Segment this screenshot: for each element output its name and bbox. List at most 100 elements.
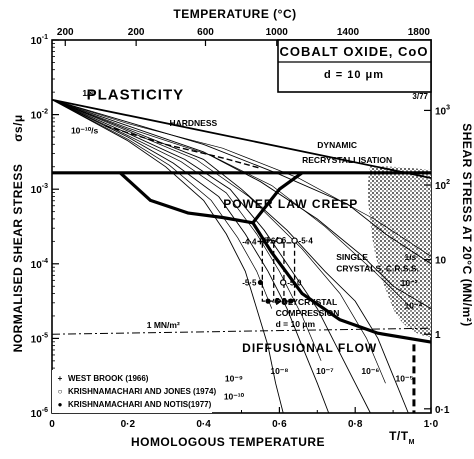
x-tick-label-1: 0·2 (121, 419, 136, 430)
annotation-5: SINGLE (336, 252, 368, 262)
title-box (277, 39, 432, 93)
legend-box (52, 370, 212, 413)
x-top-tick-label-0: 200 (57, 27, 74, 38)
tick-marks (51, 39, 432, 414)
y-right-tick-label-0: 103 (435, 104, 450, 117)
data-point-label-5: -6·0 (272, 297, 287, 306)
y-tick-label-2: 10-3 (31, 183, 48, 196)
legend-symbol-1: ○ (58, 387, 63, 396)
data-point-westbrook-0 (257, 238, 264, 245)
legend-label-2: KRISHNAMACHARI AND NOTIS(1977) (68, 400, 212, 409)
y-tick-label-1: 10-2 (31, 109, 48, 122)
annotation-8: COMPRESSION (276, 308, 340, 318)
y-tick-label-0: 10-1 (31, 34, 48, 47)
annotation-6: CRYSTALS, C.R.S.S. (336, 263, 419, 273)
chart-title: COBALT OXIDE, CoO (280, 44, 429, 59)
x-top-tick-label-1: 200 (128, 27, 145, 38)
region-label-2: DIFFUSIONAL FLOW (242, 341, 377, 355)
region-label-0: PLASTICITY (87, 87, 185, 104)
data-point-jones-3 (291, 237, 298, 244)
annotation-2: 10⁻¹⁰/s (71, 125, 99, 135)
x-top-tick-label-4: 1400 (337, 27, 360, 38)
x-tick-label-0: 0 (49, 419, 55, 430)
chart-annotations: PLASTICITY POWER LAW CREEP DIFFUSIONAL FLO… (71, 87, 423, 402)
y-axis-left-title: NORMALISED SHEAR STRESS (11, 164, 25, 353)
annotation-4: RECRYSTALLISATION (302, 155, 392, 165)
region-label-1: POWER LAW CREEP (223, 197, 358, 211)
extra-contour-1 (51, 99, 413, 309)
plasticity-powerlaw-boundary (119, 171, 304, 225)
data-point-label-0: -4·4 (242, 237, 257, 246)
x-top-tick-label-3: 1000 (266, 27, 289, 38)
x-axis-ratio: T/TM (389, 429, 415, 446)
powerlaw-diffusional-boundary (251, 221, 432, 344)
x-top-tick-label-5: 1800 (408, 27, 431, 38)
y-right-tick-label-2: 10 (435, 256, 447, 267)
stippled-zone (368, 166, 431, 337)
y-tick-label-3: 10-4 (31, 258, 48, 271)
x-tick-label-4: 0·8 (348, 419, 363, 430)
data-point-label-6: -5·8 (273, 297, 288, 306)
x-axis-top-title: TEMPERATURE (°C) (173, 7, 296, 21)
legend: + WEST BROOK (1966) ○ KRISHNAMACHARI AND JO… (58, 374, 217, 409)
annotation-1: 1/s (82, 88, 94, 98)
diffusional-rate-label-4: 10⁻⁵ (396, 374, 414, 384)
diffusional-rate-label-0: 10⁻⁹ (225, 374, 243, 384)
extra-contour-3 (51, 99, 322, 361)
diffusional-rate-label-3: 10⁻⁶ (361, 366, 379, 376)
y-axis-right-title: SHEAR STRESS AT 20°C (MN/m²) (460, 123, 474, 326)
legend-symbol-0: + (58, 374, 63, 383)
legend-symbol-2: ● (58, 400, 63, 409)
data-point-westbrook-1 (265, 236, 272, 243)
right-rate-label-2: 10⁻⁴ (404, 301, 422, 311)
data-point-label-3: -5·4 (299, 237, 314, 246)
x-top-tick-label-2: 600 (197, 27, 214, 38)
one-mn-label: 1 MN/m² (147, 320, 180, 330)
x-tick-label-5: 1·0 (424, 419, 439, 430)
annotation-3: DYNAMIC (317, 140, 357, 150)
hardness-line (104, 125, 261, 169)
extra-contour-2 (51, 99, 386, 384)
extra-contour-0 (51, 99, 432, 257)
diffusional-rate-label-1: 10⁻⁸ (270, 366, 288, 376)
right-rate-label-0: 1/s (404, 252, 416, 262)
strain-rate-contour-4 (51, 99, 330, 414)
data-point-jones-7 (279, 279, 287, 286)
annotation-0: HARDNESS (169, 118, 217, 128)
chart-subtitle: d = 10 μm (324, 69, 384, 81)
x-axis-ratio-sub: M (409, 439, 415, 446)
diffusional-rate-label-2: 10⁻⁷ (316, 366, 334, 376)
x-tick-label-3: 0·6 (272, 419, 287, 430)
data-point-label-2: -5·6 (261, 237, 276, 246)
legend-label-1: KRISHNAMACHARI AND JONES (1974) (68, 387, 217, 396)
extra-contour-4 (51, 99, 273, 309)
plasticity-boundary (51, 98, 432, 179)
data-point-notis-6 (288, 298, 294, 304)
x-axis-title: HOMOLOGOUS TEMPERATURE (131, 435, 325, 449)
diffusional-rate-label-5: 10⁻¹⁰ (224, 392, 245, 402)
y-tick-label-4: 10-5 (31, 332, 48, 345)
y-right-tick-label-3: 1 (435, 330, 441, 341)
figure-code: 3/77 (412, 92, 428, 101)
data-point-label-4: -5·5 (242, 278, 257, 287)
legend-label-0: WEST BROOK (1966) (68, 374, 149, 383)
data-point-label-7: -5·0 (287, 278, 302, 287)
strain-rate-contour-5 (51, 99, 284, 414)
right-rate-label-1: 10⁻² (401, 278, 418, 288)
strain-rate-contour-3 (51, 99, 371, 414)
y-tick-label-5: 10-6 (31, 407, 48, 420)
strain-rate-contour-1 (51, 99, 432, 309)
y-right-tick-label-1: 102 (435, 179, 450, 192)
field-boundaries (51, 98, 432, 413)
annotation-7: POLYCRYSTAL (276, 297, 338, 307)
data-point-notis-4 (257, 279, 264, 286)
data-point-notis-5 (265, 298, 271, 304)
data-point-jones-2 (276, 237, 283, 244)
x-tick-label-2: 0·4 (196, 419, 211, 430)
y-right-tick-label-4: 0·1 (435, 405, 450, 416)
annotation-9: d = 10 μm (276, 319, 316, 329)
x-axis-ratio-text: T/T (389, 429, 409, 443)
